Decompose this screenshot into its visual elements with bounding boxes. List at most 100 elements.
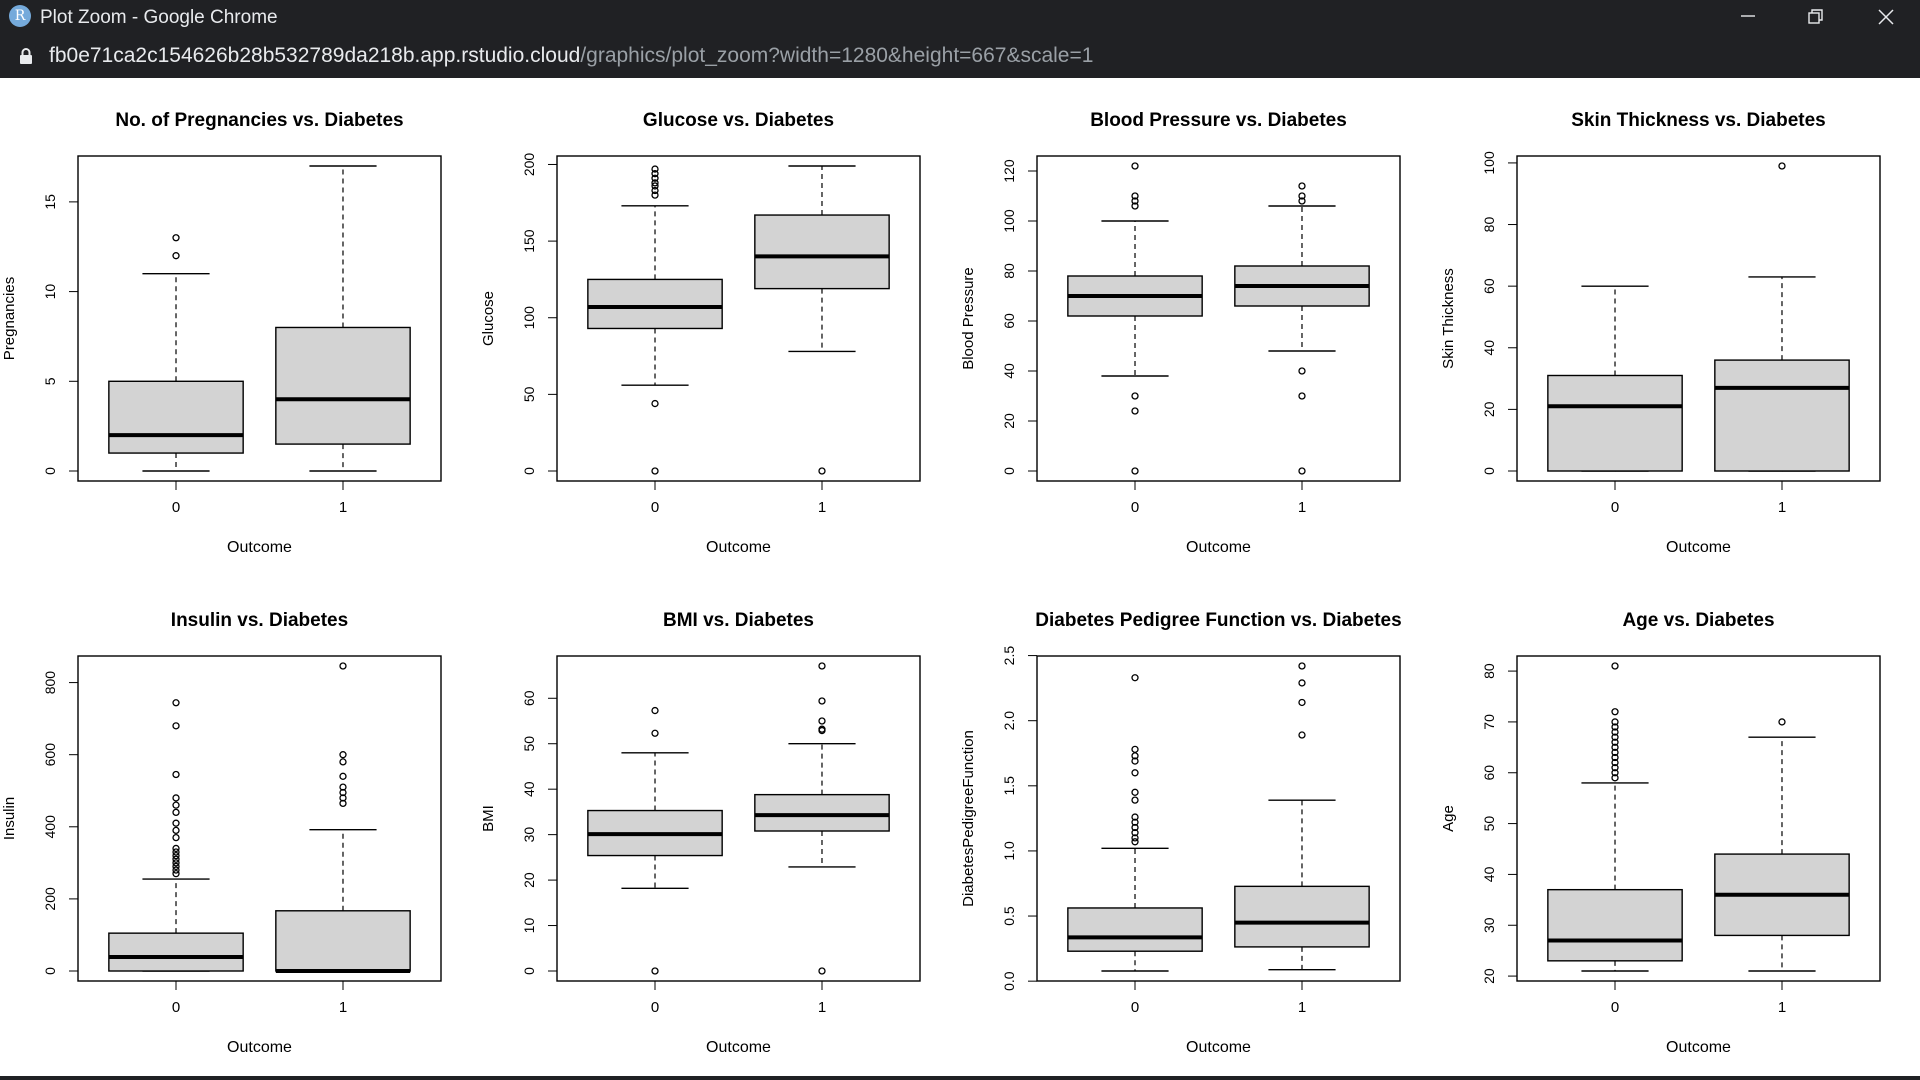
outlier-point [1298, 731, 1306, 739]
y-axis-label: Insulin [1, 797, 18, 840]
x-tick-label: 0 [172, 499, 180, 516]
outlier-point [1611, 708, 1619, 716]
y-tick-label: 15 [42, 194, 58, 210]
y-tick-label: 1.0 [1001, 841, 1017, 861]
url-text[interactable]: fb0e71ca2c154626b28b532789da218b.app.rst… [49, 44, 1093, 68]
y-tick-label: 100 [1481, 151, 1497, 175]
iqr-box [587, 278, 723, 330]
outlier-point [172, 848, 180, 856]
x-axis-label: Outcome [1666, 1039, 1731, 1056]
outlier-point [818, 717, 826, 725]
outlier-point [339, 751, 347, 759]
outlier-point [1131, 818, 1139, 826]
outlier-point [1298, 192, 1306, 200]
iqr-box [1234, 885, 1370, 948]
plot-frame [1036, 155, 1401, 482]
y-tick-label: 600 [42, 743, 58, 767]
y-tick-label: 40 [521, 781, 537, 797]
outlier-point [172, 801, 180, 809]
y-tick-label: 60 [1001, 313, 1017, 329]
outlier-point [818, 697, 826, 705]
outlier-point [651, 182, 659, 190]
y-tick-label: 120 [1001, 159, 1017, 183]
outlier-point [651, 729, 659, 737]
outlier-point [818, 967, 826, 975]
outlier-point [1298, 698, 1306, 707]
outlier-point [1611, 758, 1619, 767]
x-axis-label: Outcome [706, 539, 771, 556]
x-tick-label: 1 [818, 499, 826, 516]
boxplot-panel-5: Insulin vs. Diabetes Outcome Insulin 0 200 40… [1, 610, 442, 1056]
x-tick-label: 1 [1298, 999, 1306, 1016]
outlier-point [651, 467, 659, 475]
outlier-point [1298, 467, 1306, 475]
close-button[interactable] [1856, 0, 1916, 34]
y-axis-label: Blood Pressure [960, 267, 977, 370]
y-tick-label: 0 [521, 967, 537, 975]
y-tick-label: 100 [521, 306, 537, 330]
plot-title: Skin Thickness vs. Diabetes [1571, 110, 1826, 131]
y-tick-label: 100 [1001, 209, 1017, 233]
iqr-box [108, 932, 244, 972]
y-tick-label: 0.5 [1001, 906, 1017, 926]
x-tick-label: 1 [339, 499, 347, 516]
x-tick-label: 0 [651, 999, 659, 1016]
iqr-box [754, 214, 890, 290]
boxplot-panel-2: Glucose vs. Diabetes Outcome Glucose 0 50 100… [480, 110, 921, 556]
browser-title-bar: R Plot Zoom - Google Chrome [0, 0, 1920, 36]
y-tick-label: 20 [1481, 401, 1497, 417]
address-bar: fb0e71ca2c154626b28b532789da218b.app.rst… [0, 36, 1920, 78]
outlier-point [172, 808, 180, 817]
y-tick-label: 2.0 [1001, 711, 1017, 731]
x-tick-label: 0 [1611, 499, 1619, 516]
y-tick-label: 5 [42, 377, 58, 385]
boxplot-panel-7: Diabetes Pedigree Function vs. Diabetes O… [960, 610, 1402, 1056]
outlier-point [172, 794, 180, 802]
y-tick-label: 20 [1001, 413, 1017, 429]
outlier-point [1298, 197, 1306, 205]
outlier-point [1131, 392, 1139, 400]
outlier-point [1611, 662, 1619, 670]
outlier-point [172, 770, 180, 779]
outlier-point [339, 783, 347, 791]
outlier-point [651, 191, 659, 199]
y-tick-label: 0 [1481, 467, 1497, 475]
y-axis-label: Age [1440, 805, 1457, 832]
x-axis-label: Outcome [1186, 539, 1251, 556]
outlier-point [1131, 674, 1139, 682]
outlier-point [818, 662, 826, 670]
outlier-point [1611, 728, 1619, 736]
y-axis-label: DiabetesPedigreeFunction [960, 730, 977, 907]
outlier-point [1611, 723, 1619, 731]
outlier-point [651, 967, 659, 975]
y-tick-label: 20 [1481, 968, 1497, 984]
y-tick-label: 1.5 [1001, 776, 1017, 796]
outlier-point [339, 758, 347, 766]
y-tick-label: 0 [1001, 467, 1017, 475]
outlier-point [1611, 748, 1619, 757]
plot-title: Age vs. Diabetes [1622, 610, 1774, 631]
y-tick-label: 50 [1481, 816, 1497, 832]
outlier-point [1131, 838, 1139, 846]
outlier-point [1611, 764, 1619, 772]
y-tick-label: 200 [521, 153, 537, 177]
outlier-point [172, 833, 180, 842]
rstudio-logo-icon: R [9, 5, 31, 27]
restore-button[interactable] [1786, 0, 1846, 34]
minimize-icon [1741, 15, 1755, 17]
y-tick-label: 0 [521, 467, 537, 475]
outlier-point [651, 399, 659, 408]
minimize-button[interactable] [1718, 0, 1778, 34]
y-tick-label: 70 [1481, 714, 1497, 730]
outlier-point [1298, 182, 1306, 190]
x-tick-label: 0 [651, 499, 659, 516]
outlier-point [1611, 774, 1619, 782]
y-tick-label: 20 [521, 872, 537, 888]
outlier-point [1131, 192, 1139, 200]
x-tick-label: 0 [1131, 499, 1139, 516]
y-tick-label: 0 [42, 467, 58, 475]
outlier-point [1611, 743, 1619, 751]
iqr-box [275, 326, 411, 445]
outlier-point [1131, 467, 1139, 475]
outlier-point [1611, 753, 1619, 762]
